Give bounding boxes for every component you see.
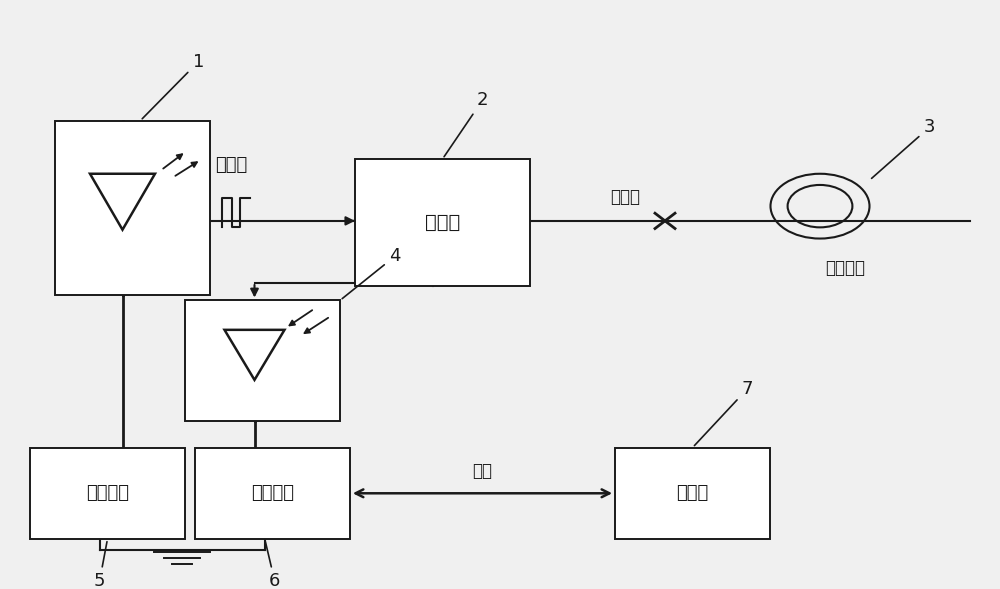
Text: 3: 3 — [872, 118, 935, 178]
Bar — [355, 159, 530, 286]
Text: 4: 4 — [342, 247, 401, 299]
Bar — [30, 448, 185, 539]
Bar — [55, 121, 210, 294]
Bar — [615, 448, 770, 539]
Text: 连接点: 连接点 — [610, 188, 640, 206]
Text: 驱动电路: 驱动电路 — [86, 484, 129, 502]
Text: 敏感光纤: 敏感光纤 — [825, 259, 865, 277]
Bar — [185, 300, 340, 421]
Bar — [195, 448, 350, 539]
Text: 7: 7 — [694, 380, 753, 446]
Text: 光脉冲: 光脉冲 — [215, 155, 247, 174]
Text: 探测电路: 探测电路 — [251, 484, 294, 502]
Text: 接口: 接口 — [473, 462, 492, 481]
Text: 6: 6 — [265, 542, 280, 589]
Text: 5: 5 — [94, 542, 107, 589]
Text: 耦合器: 耦合器 — [425, 213, 460, 232]
Text: 1: 1 — [142, 53, 204, 119]
Text: 2: 2 — [444, 91, 488, 157]
Text: 计算机: 计算机 — [676, 484, 709, 502]
